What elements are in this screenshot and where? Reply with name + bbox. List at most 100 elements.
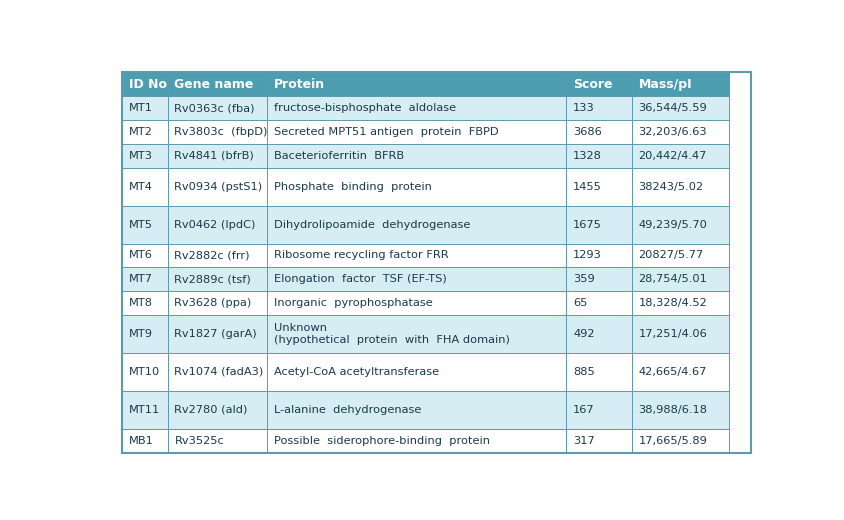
FancyBboxPatch shape	[631, 353, 728, 391]
FancyBboxPatch shape	[631, 291, 728, 315]
FancyBboxPatch shape	[122, 291, 168, 315]
Text: MT5: MT5	[128, 219, 153, 229]
FancyBboxPatch shape	[565, 243, 631, 267]
FancyBboxPatch shape	[168, 96, 267, 120]
Text: Protein: Protein	[273, 78, 324, 91]
FancyBboxPatch shape	[122, 267, 168, 291]
FancyBboxPatch shape	[122, 391, 168, 429]
FancyBboxPatch shape	[168, 315, 267, 353]
FancyBboxPatch shape	[565, 353, 631, 391]
Text: 20827/5.77: 20827/5.77	[638, 251, 703, 261]
FancyBboxPatch shape	[122, 72, 168, 96]
FancyBboxPatch shape	[122, 315, 168, 353]
Text: 20,442/4.47: 20,442/4.47	[638, 151, 706, 161]
Text: 42,665/4.67: 42,665/4.67	[638, 367, 706, 377]
FancyBboxPatch shape	[631, 167, 728, 205]
Text: MT7: MT7	[128, 274, 153, 284]
FancyBboxPatch shape	[565, 315, 631, 353]
FancyBboxPatch shape	[168, 391, 267, 429]
Text: Rv3525c: Rv3525c	[174, 436, 224, 446]
FancyBboxPatch shape	[565, 120, 631, 144]
Text: Rv1827 (garA): Rv1827 (garA)	[174, 329, 257, 339]
FancyBboxPatch shape	[168, 243, 267, 267]
Text: Score: Score	[572, 78, 612, 91]
FancyBboxPatch shape	[267, 96, 565, 120]
Text: Rv0462 (lpdC): Rv0462 (lpdC)	[174, 219, 256, 229]
FancyBboxPatch shape	[631, 429, 728, 453]
FancyBboxPatch shape	[168, 267, 267, 291]
FancyBboxPatch shape	[631, 120, 728, 144]
Text: L-alanine  dehydrogenase: L-alanine dehydrogenase	[273, 405, 420, 415]
Text: Acetyl-CoA acetyltransferase: Acetyl-CoA acetyltransferase	[273, 367, 438, 377]
FancyBboxPatch shape	[631, 72, 728, 96]
Text: Rv0363c (fba): Rv0363c (fba)	[174, 103, 255, 113]
Text: 1293: 1293	[572, 251, 601, 261]
Text: Rv2889c (tsf): Rv2889c (tsf)	[174, 274, 251, 284]
FancyBboxPatch shape	[631, 144, 728, 167]
Text: Phosphate  binding  protein: Phosphate binding protein	[273, 181, 431, 191]
FancyBboxPatch shape	[267, 205, 565, 243]
FancyBboxPatch shape	[122, 167, 168, 205]
FancyBboxPatch shape	[267, 429, 565, 453]
Text: Elongation  factor  TSF (EF-TS): Elongation factor TSF (EF-TS)	[273, 274, 446, 284]
FancyBboxPatch shape	[122, 120, 168, 144]
Text: Rv1074 (fadA3): Rv1074 (fadA3)	[174, 367, 263, 377]
FancyBboxPatch shape	[168, 205, 267, 243]
FancyBboxPatch shape	[267, 267, 565, 291]
FancyBboxPatch shape	[565, 267, 631, 291]
FancyBboxPatch shape	[565, 144, 631, 167]
FancyBboxPatch shape	[267, 120, 565, 144]
FancyBboxPatch shape	[565, 429, 631, 453]
Text: MT2: MT2	[128, 127, 152, 137]
Text: Inorganic  pyrophosphatase: Inorganic pyrophosphatase	[273, 298, 432, 308]
Text: 3686: 3686	[572, 127, 601, 137]
Text: 36,544/5.59: 36,544/5.59	[638, 103, 706, 113]
Text: Mass/pI: Mass/pI	[638, 78, 691, 91]
FancyBboxPatch shape	[122, 243, 168, 267]
Text: 17,665/5.89: 17,665/5.89	[638, 436, 706, 446]
FancyBboxPatch shape	[168, 144, 267, 167]
Text: 133: 133	[572, 103, 594, 113]
FancyBboxPatch shape	[168, 72, 267, 96]
FancyBboxPatch shape	[631, 96, 728, 120]
Text: 49,239/5.70: 49,239/5.70	[638, 219, 706, 229]
FancyBboxPatch shape	[267, 315, 565, 353]
FancyBboxPatch shape	[267, 72, 565, 96]
Text: Rv3628 (ppa): Rv3628 (ppa)	[174, 298, 252, 308]
FancyBboxPatch shape	[122, 96, 168, 120]
FancyBboxPatch shape	[168, 291, 267, 315]
Text: MT8: MT8	[128, 298, 153, 308]
FancyBboxPatch shape	[565, 391, 631, 429]
Text: 359: 359	[572, 274, 594, 284]
Text: Dihydrolipoamide  dehydrogenase: Dihydrolipoamide dehydrogenase	[273, 219, 469, 229]
Text: MT1: MT1	[128, 103, 153, 113]
FancyBboxPatch shape	[565, 167, 631, 205]
FancyBboxPatch shape	[631, 267, 728, 291]
FancyBboxPatch shape	[168, 429, 267, 453]
Text: Rv3803c  (fbpD): Rv3803c (fbpD)	[174, 127, 268, 137]
FancyBboxPatch shape	[168, 353, 267, 391]
Text: Gene name: Gene name	[174, 78, 253, 91]
Text: Baceterioferritin  BFRB: Baceterioferritin BFRB	[273, 151, 403, 161]
FancyBboxPatch shape	[267, 291, 565, 315]
Text: Unknown: Unknown	[273, 323, 327, 333]
Text: MT6: MT6	[128, 251, 152, 261]
Text: MB1: MB1	[128, 436, 154, 446]
FancyBboxPatch shape	[122, 353, 168, 391]
Text: 1455: 1455	[572, 181, 601, 191]
FancyBboxPatch shape	[267, 167, 565, 205]
Text: fructose-bisphosphate  aldolase: fructose-bisphosphate aldolase	[273, 103, 456, 113]
Text: Possible  siderophore-binding  protein: Possible siderophore-binding protein	[273, 436, 490, 446]
Text: 38243/5.02: 38243/5.02	[638, 181, 703, 191]
Text: ID No: ID No	[128, 78, 166, 91]
Text: 18,328/4.52: 18,328/4.52	[638, 298, 706, 308]
Text: MT3: MT3	[128, 151, 153, 161]
Text: Secreted MPT51 antigen  protein  FBPD: Secreted MPT51 antigen protein FBPD	[273, 127, 498, 137]
Text: 1675: 1675	[572, 219, 601, 229]
Text: 317: 317	[572, 436, 594, 446]
Text: 65: 65	[572, 298, 587, 308]
FancyBboxPatch shape	[267, 391, 565, 429]
FancyBboxPatch shape	[122, 144, 168, 167]
Text: MT4: MT4	[128, 181, 152, 191]
Text: Rv4841 (bfrB): Rv4841 (bfrB)	[174, 151, 254, 161]
